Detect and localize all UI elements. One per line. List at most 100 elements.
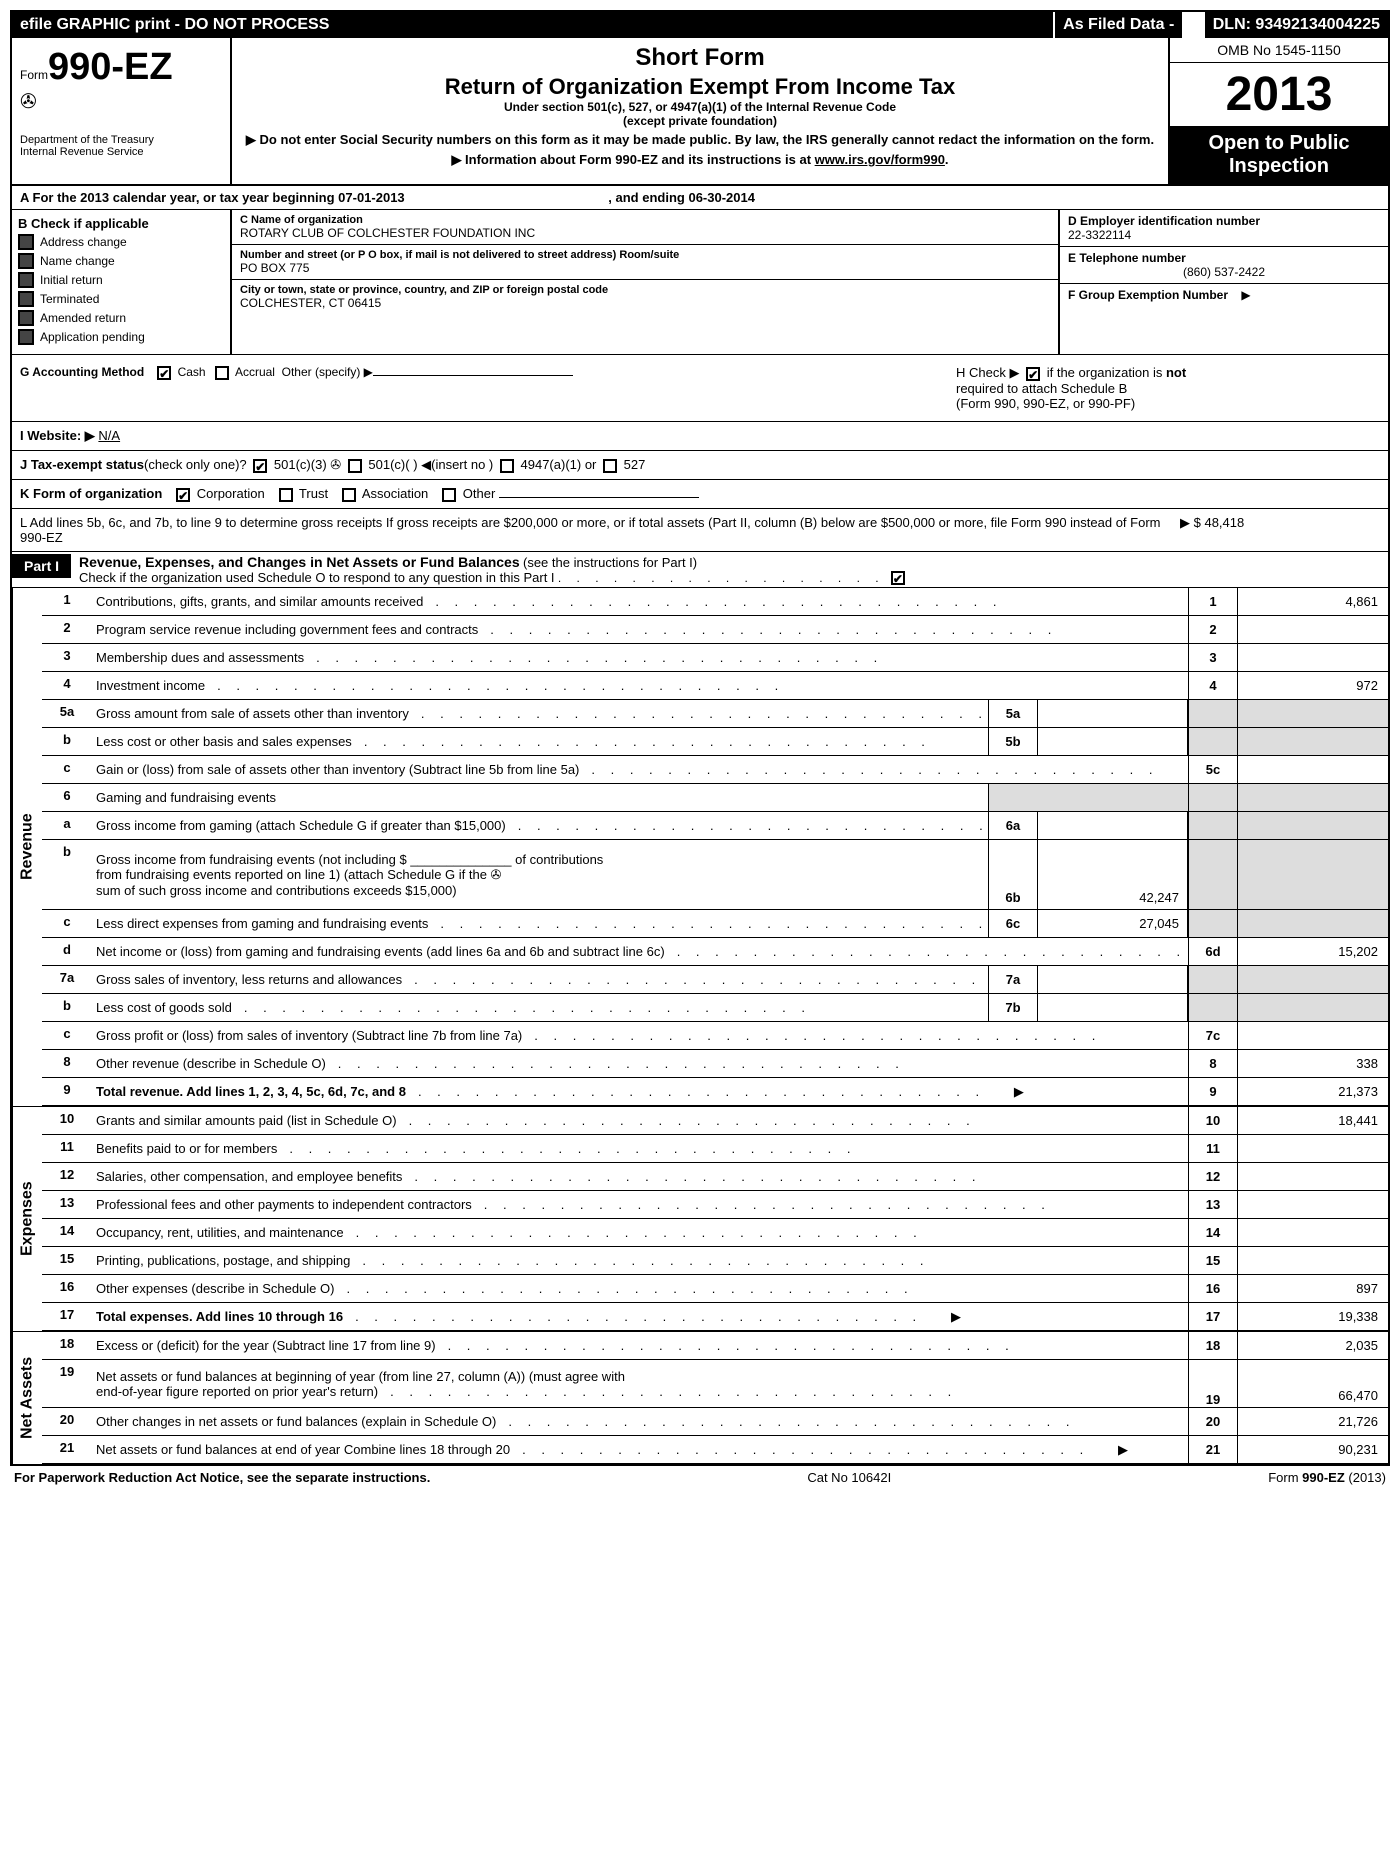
line-21: 21 Net assets or fund balances at end of… — [42, 1436, 1388, 1464]
line-6a: a Gross income from gaming (attach Sched… — [42, 812, 1388, 840]
c-addr: Number and street (or P O box, if mail i… — [232, 245, 1058, 280]
line-1: 1 Contributions, gifts, grants, and simi… — [42, 588, 1388, 616]
revenue-label: Revenue — [12, 588, 42, 1106]
line-c: c Gross profit or (loss) from sales of i… — [42, 1022, 1388, 1050]
part1-title: Revenue, Expenses, and Changes in Net As… — [79, 551, 520, 570]
line-10: 10 Grants and similar amounts paid (list… — [42, 1107, 1388, 1135]
topbar-mid: As Filed Data - — [1055, 12, 1182, 38]
line-c: c Gain or (loss) from sale of assets oth… — [42, 756, 1388, 784]
chk-name[interactable]: Name change — [18, 253, 224, 269]
chk-527[interactable] — [603, 459, 617, 473]
line-2: 2 Program service revenue including gove… — [42, 616, 1388, 644]
line-9: 9 Total revenue. Add lines 1, 2, 3, 4, 5… — [42, 1078, 1388, 1106]
chk-part1-sched-o[interactable] — [891, 571, 905, 585]
omb: OMB No 1545-1150 — [1170, 38, 1388, 63]
header-right: OMB No 1545-1150 2013 Open to Public Ins… — [1168, 38, 1388, 184]
line-20: 20 Other changes in net assets or fund b… — [42, 1408, 1388, 1436]
row-g: G Accounting Method Cash Accrual Other (… — [12, 355, 948, 421]
line-5a: 5a Gross amount from sale of assets othe… — [42, 700, 1388, 728]
footer: For Paperwork Reduction Act Notice, see … — [10, 1466, 1390, 1489]
line-11: 11 Benefits paid to or for members. . . … — [42, 1135, 1388, 1163]
warn2: ▶ Information about Form 990-EZ and its … — [244, 152, 1156, 168]
top-bar: efile GRAPHIC print - DO NOT PROCESS As … — [12, 12, 1388, 38]
e-block: E Telephone number (860) 537-2422 — [1060, 247, 1388, 284]
revenue-section: Revenue 1 Contributions, gifts, grants, … — [12, 588, 1388, 1106]
section-bcdef: B Check if applicable Address change Nam… — [12, 210, 1388, 355]
form-prefix: Form — [20, 68, 48, 82]
short-form: Short Form — [244, 44, 1156, 72]
line-14: 14 Occupancy, rent, utilities, and maint… — [42, 1219, 1388, 1247]
line-6: 6 Gaming and fundraising events — [42, 784, 1388, 812]
line-17: 17 Total expenses. Add lines 10 through … — [42, 1303, 1388, 1331]
chk-corp[interactable] — [176, 488, 190, 502]
chk-cash[interactable] — [157, 366, 171, 380]
chk-h[interactable] — [1026, 367, 1040, 381]
line-6c: c Less direct expenses from gaming and f… — [42, 910, 1388, 938]
line-4: 4 Investment income. . . . . . . . . . .… — [42, 672, 1388, 700]
chk-assoc[interactable] — [342, 488, 356, 502]
header-left: Form990-EZ ✇ Department of the Treasury … — [12, 38, 232, 184]
warn1: ▶ Do not enter Social Security numbers o… — [244, 132, 1156, 148]
inspection: Open to Public Inspection — [1170, 126, 1388, 184]
chk-accrual[interactable] — [215, 366, 229, 380]
chk-address[interactable]: Address change — [18, 234, 224, 250]
line-18: 18 Excess or (deficit) for the year (Sub… — [42, 1332, 1388, 1360]
footer-left: For Paperwork Reduction Act Notice, see … — [14, 1470, 430, 1485]
section-gh: G Accounting Method Cash Accrual Other (… — [12, 355, 1388, 422]
row-j: J Tax-exempt status(check only one)? 501… — [12, 451, 1388, 480]
irs-link[interactable]: www.irs.gov/form990 — [815, 152, 945, 167]
line-12: 12 Salaries, other compensation, and emp… — [42, 1163, 1388, 1191]
line-7a: 7a Gross sales of inventory, less return… — [42, 966, 1388, 994]
topbar-left: efile GRAPHIC print - DO NOT PROCESS — [12, 12, 1055, 38]
line-16: 16 Other expenses (describe in Schedule … — [42, 1275, 1388, 1303]
form-number: 990-EZ — [48, 46, 173, 88]
chk-501c3[interactable] — [253, 459, 267, 473]
line-7b: b Less cost of goods sold. . . . . . . .… — [42, 994, 1388, 1022]
row-k: K Form of organization Corporation Trust… — [12, 480, 1388, 509]
header-mid: Short Form Return of Organization Exempt… — [232, 38, 1168, 184]
row-h: H Check ▶ if the organization is not req… — [948, 355, 1388, 421]
line-19: 19 Net assets or fund balances at beginn… — [42, 1360, 1388, 1408]
footer-right: Form 990-EZ (2013) — [1268, 1470, 1386, 1485]
chk-501c[interactable] — [348, 459, 362, 473]
line-8: 8 Other revenue (describe in Schedule O)… — [42, 1050, 1388, 1078]
subtitle2: (except private foundation) — [244, 114, 1156, 128]
col-b: B Check if applicable Address change Nam… — [12, 210, 232, 354]
part1-header: Part I Revenue, Expenses, and Changes in… — [12, 552, 1388, 589]
b-header: B Check if applicable — [18, 216, 224, 231]
chk-4947[interactable] — [500, 459, 514, 473]
title: Return of Organization Exempt From Incom… — [244, 74, 1156, 100]
chk-initial[interactable]: Initial return — [18, 272, 224, 288]
expenses-section: Expenses 10 Grants and similar amounts p… — [12, 1106, 1388, 1331]
col-def: D Employer identification number 22-3322… — [1058, 210, 1388, 354]
dln: DLN: 93492134004225 — [1205, 12, 1388, 38]
topbar-spacer — [1182, 12, 1204, 38]
d-block: D Employer identification number 22-3322… — [1060, 210, 1388, 247]
line-13: 13 Professional fees and other payments … — [42, 1191, 1388, 1219]
header: Form990-EZ ✇ Department of the Treasury … — [12, 38, 1388, 186]
line-15: 15 Printing, publications, postage, and … — [42, 1247, 1388, 1275]
chk-amended[interactable]: Amended return — [18, 310, 224, 326]
expenses-label: Expenses — [12, 1107, 42, 1331]
col-c: C Name of organization ROTARY CLUB OF CO… — [232, 210, 1058, 354]
subtitle1: Under section 501(c), 527, or 4947(a)(1)… — [244, 100, 1156, 114]
netassets-label: Net Assets — [12, 1332, 42, 1464]
line-3: 3 Membership dues and assessments. . . .… — [42, 644, 1388, 672]
netassets-section: Net Assets 18 Excess or (deficit) for th… — [12, 1331, 1388, 1464]
footer-mid: Cat No 10642I — [807, 1470, 891, 1485]
row-a: A For the 2013 calendar year, or tax yea… — [12, 186, 1388, 210]
chk-pending[interactable]: Application pending — [18, 329, 224, 345]
chk-terminated[interactable]: Terminated — [18, 291, 224, 307]
f-block: F Group Exemption Number ▶ — [1060, 284, 1388, 306]
row-l: L Add lines 5b, 6c, and 7b, to line 9 to… — [12, 509, 1388, 552]
line-d: d Net income or (loss) from gaming and f… — [42, 938, 1388, 966]
chk-trust[interactable] — [279, 488, 293, 502]
line-6b: b Gross income from fundraising events (… — [42, 840, 1388, 910]
form-container: efile GRAPHIC print - DO NOT PROCESS As … — [10, 10, 1390, 1466]
line-5b: b Less cost or other basis and sales exp… — [42, 728, 1388, 756]
dept1: Department of the Treasury — [20, 134, 222, 146]
tax-year: 2013 — [1170, 63, 1388, 126]
row-i: I Website: ▶ N/A — [12, 422, 1388, 451]
c-name: C Name of organization ROTARY CLUB OF CO… — [232, 210, 1058, 245]
chk-other[interactable] — [442, 488, 456, 502]
